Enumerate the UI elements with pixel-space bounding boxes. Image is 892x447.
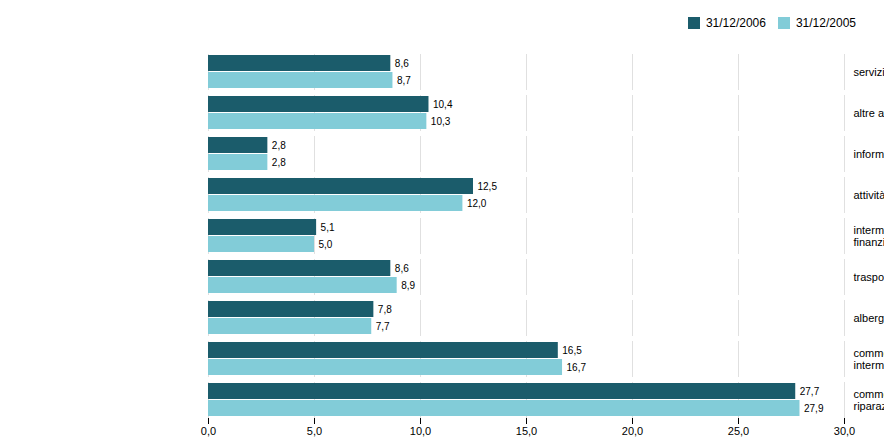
svg-text:alberghi e ristorazione: alberghi e ristorazione xyxy=(854,312,885,324)
svg-text:8,6: 8,6 xyxy=(395,263,409,274)
svg-text:16,7: 16,7 xyxy=(567,362,587,373)
svg-text:27,7: 27,7 xyxy=(800,386,820,397)
svg-text:8,9: 8,9 xyxy=(401,280,415,291)
html-text:31/12/2006: 31/12/2006 xyxy=(705,15,766,30)
svg-text:7,8: 7,8 xyxy=(378,304,392,315)
svg-text:8,7: 8,7 xyxy=(397,75,411,86)
svg-text:commercio all'ingrosso einterm: commercio all'ingrosso eintermediari xyxy=(854,347,885,371)
svg-text:12,5: 12,5 xyxy=(478,181,498,192)
svg-text:informatica e attività conness: informatica e attività connesse xyxy=(854,148,885,160)
svg-text:7,7: 7,7 xyxy=(376,321,390,332)
svg-text:trasporti e comunicazioni: trasporti e comunicazioni xyxy=(854,271,885,283)
svg-text:10,3: 10,3 xyxy=(431,116,451,127)
html-text:31/12/2005: 31/12/2005 xyxy=(795,15,856,30)
svg-text:20,0: 20,0 xyxy=(622,425,643,437)
svg-text:altre attività imprenditoriali: altre attività imprenditoriali xyxy=(854,107,885,119)
svg-text:5,0: 5,0 xyxy=(307,425,322,437)
svg-text:commercio al dettaglio eripara: commercio al dettaglio eriparazioni xyxy=(854,388,885,412)
svg-text:intermediazione monetaria efin: intermediazione monetaria efinanziaria xyxy=(854,224,885,248)
svg-text:30,0: 30,0 xyxy=(834,425,855,437)
svg-text:10,4: 10,4 xyxy=(433,99,453,110)
svg-text:15,0: 15,0 xyxy=(516,425,537,437)
svg-text:12,0: 12,0 xyxy=(467,198,487,209)
svg-text:25,0: 25,0 xyxy=(728,425,749,437)
svg-text:5,0: 5,0 xyxy=(319,239,333,250)
svg-text:2,8: 2,8 xyxy=(272,157,286,168)
svg-text:27,9: 27,9 xyxy=(804,403,824,414)
svg-text:servizi alle persone: servizi alle persone xyxy=(854,66,885,78)
svg-text:0,0: 0,0 xyxy=(201,425,216,437)
svg-text:5,1: 5,1 xyxy=(321,222,335,233)
svg-text:10,0: 10,0 xyxy=(410,425,431,437)
svg-text:16,5: 16,5 xyxy=(562,345,582,356)
svg-text:2,8: 2,8 xyxy=(272,140,286,151)
svg-text:8,6: 8,6 xyxy=(395,58,409,69)
svg-text:attività immobiliari: attività immobiliari xyxy=(854,189,885,201)
